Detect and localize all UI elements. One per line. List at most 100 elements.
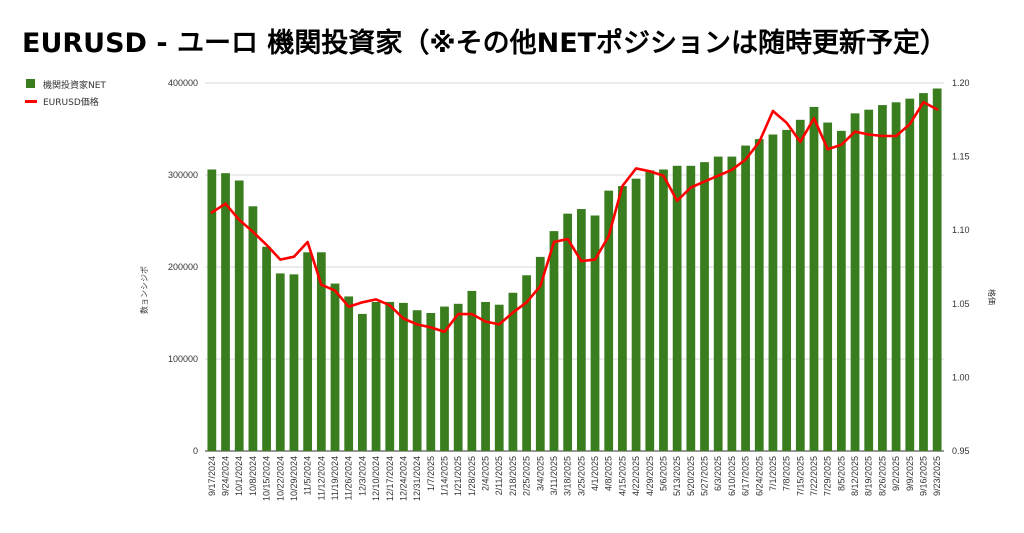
- x-tick-label: 9/9/2025: [905, 456, 915, 491]
- bar: [700, 162, 709, 451]
- bar: [358, 313, 367, 451]
- bar: [836, 130, 846, 451]
- bar: [426, 313, 436, 451]
- price-point: [731, 169, 733, 171]
- x-tick-label: 4/22/2025: [631, 456, 641, 496]
- price-point: [471, 313, 473, 315]
- right-axis-ticks: 0.95 1.00 1.05 1.10 1.15 1.20: [952, 78, 970, 456]
- price-point: [772, 110, 774, 112]
- bar: [303, 252, 313, 451]
- right-axis-title: 格価: [987, 289, 997, 305]
- price-point: [703, 180, 706, 183]
- bar: [809, 106, 819, 452]
- x-tick-label: 7/15/2025: [795, 456, 805, 496]
- bar: [289, 274, 299, 451]
- x-tick-label: 3/11/2025: [549, 456, 559, 495]
- x-tick-label: 9/23/2025: [932, 456, 942, 496]
- x-tick-label: 6/3/2025: [713, 456, 723, 491]
- right-tick-label: 1.15: [952, 152, 970, 162]
- bar: [864, 109, 874, 452]
- x-tick-label: 4/1/2025: [590, 456, 600, 491]
- bar: [467, 290, 477, 451]
- bar: [234, 180, 244, 451]
- left-tick-label: 100000: [168, 354, 198, 364]
- price-point: [785, 121, 788, 124]
- bar: [549, 231, 559, 451]
- price-point: [430, 326, 432, 329]
- bar: [782, 129, 791, 452]
- x-tick-label: 2/25/2025: [522, 456, 532, 496]
- x-tick-label: 9/24/2024: [221, 456, 231, 496]
- price-point: [936, 108, 938, 111]
- bar: [850, 113, 860, 452]
- bar: [412, 310, 422, 451]
- bar: [645, 170, 655, 451]
- price-point: [512, 311, 514, 314]
- legend: 機関投資家NET EURUSD価格: [25, 79, 106, 108]
- price-point: [867, 133, 870, 136]
- bar: [344, 296, 354, 451]
- price-point: [580, 260, 583, 262]
- left-tick-label: 0: [193, 446, 198, 456]
- price-point: [758, 141, 761, 143]
- bar: [590, 215, 600, 451]
- grid-lines: [205, 82, 944, 452]
- legend-label-bar: 機関投資家NET: [43, 79, 106, 91]
- legend-swatch-bar: [26, 79, 35, 88]
- x-tick-label: 6/24/2025: [754, 456, 764, 496]
- price-point: [662, 174, 665, 177]
- price-point: [252, 230, 254, 233]
- bar: [659, 169, 668, 452]
- x-tick-label: 5/20/2025: [686, 456, 696, 496]
- x-tick-label: 8/5/2025: [836, 456, 846, 491]
- x-tick-label: 3/4/2025: [535, 456, 545, 491]
- price-point: [744, 158, 747, 161]
- bar: [768, 134, 778, 451]
- x-tick-label: 12/3/2024: [357, 456, 367, 496]
- price-point: [402, 317, 405, 320]
- x-tick-label: 2/4/2025: [481, 456, 491, 491]
- price-point: [553, 241, 555, 243]
- price-point: [238, 219, 241, 221]
- bar-series: [207, 88, 942, 452]
- bar: [878, 105, 887, 451]
- left-tick-label: 200000: [168, 262, 198, 272]
- right-tick-label: 1.00: [952, 372, 970, 382]
- bar: [618, 186, 627, 452]
- x-tick-label: 10/8/2024: [248, 456, 258, 496]
- bar: [631, 178, 641, 451]
- bar: [576, 209, 586, 451]
- bar: [330, 283, 340, 451]
- legend-swatch-line: [25, 100, 37, 103]
- x-tick-label: 11/5/2024: [303, 456, 313, 495]
- x-tick-label: 9/17/2024: [207, 456, 217, 496]
- bar: [535, 256, 545, 451]
- price-point: [922, 101, 925, 103]
- price-point: [457, 313, 459, 315]
- price-point: [347, 305, 350, 308]
- x-tick-label: 7/29/2025: [823, 456, 833, 496]
- price-point: [854, 130, 856, 133]
- x-tick-label: 1/28/2025: [467, 456, 477, 496]
- bar: [399, 302, 408, 451]
- bar: [522, 275, 531, 451]
- price-point: [895, 135, 897, 137]
- price-point: [635, 167, 637, 170]
- x-tick-label: 9/2/2025: [891, 456, 901, 491]
- price-point: [224, 202, 227, 205]
- x-tick-label: 2/18/2025: [508, 456, 518, 496]
- bar: [440, 306, 449, 451]
- price-point: [484, 320, 487, 323]
- price-point: [334, 289, 336, 292]
- x-tick-label: 4/8/2025: [604, 456, 614, 491]
- x-tick-label: 5/13/2025: [672, 456, 682, 496]
- left-axis-title: 数ョンシジポ: [139, 266, 149, 314]
- bar: [481, 301, 490, 451]
- x-tick-label: 5/6/2025: [659, 456, 669, 491]
- price-point: [908, 123, 911, 126]
- bar: [604, 190, 614, 451]
- bar: [385, 301, 395, 451]
- x-tick-label: 4/29/2025: [645, 456, 655, 496]
- bar: [494, 304, 504, 451]
